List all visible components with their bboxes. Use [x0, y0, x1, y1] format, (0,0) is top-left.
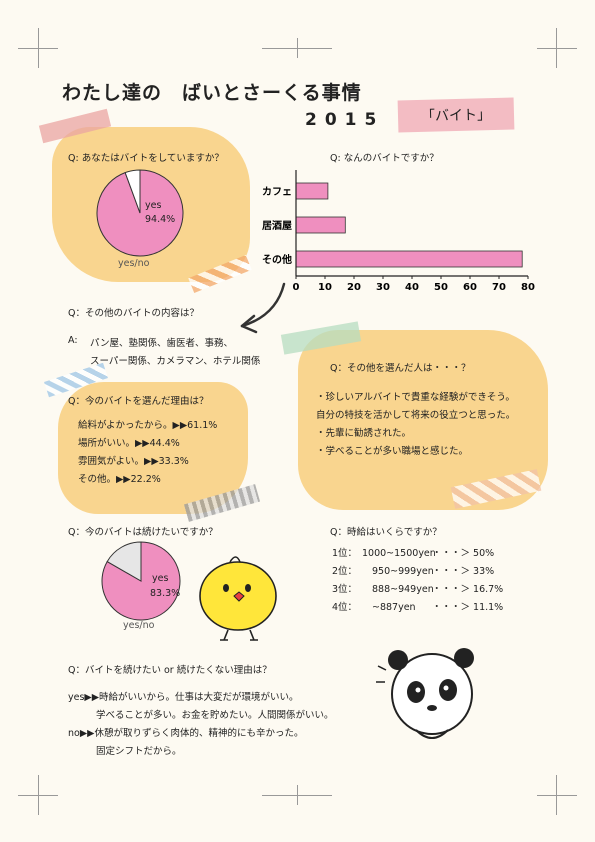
q8-question: Q：バイトを続けたい or 続けたくない理由は？	[68, 665, 272, 676]
wage-pct: ・・・＞ 33%	[432, 566, 495, 577]
x-tick-label: 10	[318, 282, 332, 293]
panda-illustration	[376, 648, 474, 739]
q8-no-line1: no▶▶休憩が取りずらく肉体的、精神的にも辛かった。	[68, 728, 304, 739]
x-tick-label: 80	[521, 282, 535, 293]
q5-question: Q：その他を選んだ人は・・・？	[330, 363, 471, 374]
page-year: 2015	[305, 110, 385, 130]
category-label: カフェ	[262, 186, 292, 198]
arrow-icon	[240, 282, 286, 334]
category-tag: 「バイト」	[397, 97, 515, 133]
crop-mark	[537, 48, 577, 49]
q1-yes-label: yes	[145, 200, 162, 211]
q5-item: ・学べることが多い職場と感じた。	[316, 446, 469, 457]
q2-question: Q: なんのバイトですか？	[330, 153, 439, 164]
q4-item: その他。▶▶22.2%	[78, 474, 161, 485]
crop-mark	[38, 775, 39, 815]
q1-question: Q: あなたはバイトをしていますか？	[68, 153, 224, 164]
pie-slice-no	[106, 541, 142, 582]
q3-answer-prefix: A:	[68, 335, 78, 346]
q6-yes-label: yes	[152, 573, 169, 584]
x-tick-label: 50	[434, 282, 448, 293]
pie-chart-q1	[96, 169, 184, 257]
crop-mark	[556, 775, 557, 815]
x-tick-label: 0	[293, 282, 300, 293]
q1-yes-pct: 94.4%	[145, 214, 176, 225]
wage-pct: ・・・＞ 16.7%	[432, 584, 504, 595]
q6-yes-pct: 83.3%	[150, 588, 181, 599]
crop-mark	[556, 28, 557, 68]
bar-居酒屋	[295, 216, 346, 234]
q8-yes-line2: 学べることが多い。お金を貯めたい。人間関係がいい。	[96, 710, 334, 721]
q4-item: 給料がよかったから。▶▶61.1%	[78, 420, 218, 431]
q4-question: Q：今のバイトを選んだ理由は？	[68, 396, 209, 407]
q4-item: 雰囲気がよい。▶▶33.3%	[78, 456, 189, 467]
blob-q4	[58, 382, 248, 514]
wage-pct: ・・・＞ 50%	[432, 548, 495, 559]
wage-rank: 2位：	[332, 566, 358, 577]
q6-question: Q：今のバイトは続けたいですか？	[68, 527, 218, 538]
q8-yes-line1: yes▶▶時給がいいから。仕事は大変だが環境がいい。	[68, 692, 299, 703]
category-label: 居酒屋	[262, 219, 292, 232]
bar-カフェ	[295, 182, 329, 200]
q5-item: 自分の特技を活かして将来の役立つと思った。	[316, 410, 516, 421]
crop-mark	[297, 38, 298, 58]
x-tick-label: 20	[347, 282, 361, 293]
chick-illustration	[199, 556, 277, 641]
q3-answer-line2: スーパー関係、カメラマン、ホテル関係	[90, 356, 261, 367]
x-tick-label: 70	[492, 282, 506, 293]
q4-item: 場所がいい。▶▶44.4%	[78, 438, 180, 449]
crop-mark	[38, 28, 39, 68]
q5-item: ・珍しいアルバイトで貴重な経験ができそう。	[316, 392, 515, 403]
page-title: わたし達の ばいとさーくる事情	[62, 82, 362, 104]
wage-range: ~887yen	[372, 602, 416, 613]
q3-answer-line1: パン屋、塾関係、歯医者、事務、	[90, 338, 233, 349]
q8-no-line2: 固定シフトだから。	[96, 746, 182, 757]
pie-slice-no	[124, 169, 141, 214]
q6-caption: yes/no	[123, 620, 155, 631]
pie-chart-q6	[101, 541, 181, 621]
wage-rank: 3位：	[332, 584, 358, 595]
x-tick-label: 30	[376, 282, 390, 293]
q1-caption: yes/no	[118, 258, 150, 269]
crop-mark	[297, 785, 298, 805]
category-label: その他	[262, 253, 292, 266]
wage-pct: ・・・＞ 11.1%	[432, 602, 504, 613]
q5-item: ・先輩に勧誘された。	[316, 428, 412, 439]
q7-question: Q：時給はいくらですか？	[330, 527, 442, 538]
bar-その他	[295, 250, 523, 268]
x-tick-label: 40	[405, 282, 419, 293]
wage-rank: 1位：	[332, 548, 358, 559]
wage-rank: 4位：	[332, 602, 358, 613]
x-tick-label: 60	[463, 282, 477, 293]
wage-range: 950~999yen	[372, 566, 434, 577]
crop-mark	[537, 795, 577, 796]
wage-range: 1000~1500yen	[362, 548, 436, 559]
wage-range: 888~949yen	[372, 584, 434, 595]
q3-question: Q：その他のバイトの内容は？	[68, 308, 199, 319]
